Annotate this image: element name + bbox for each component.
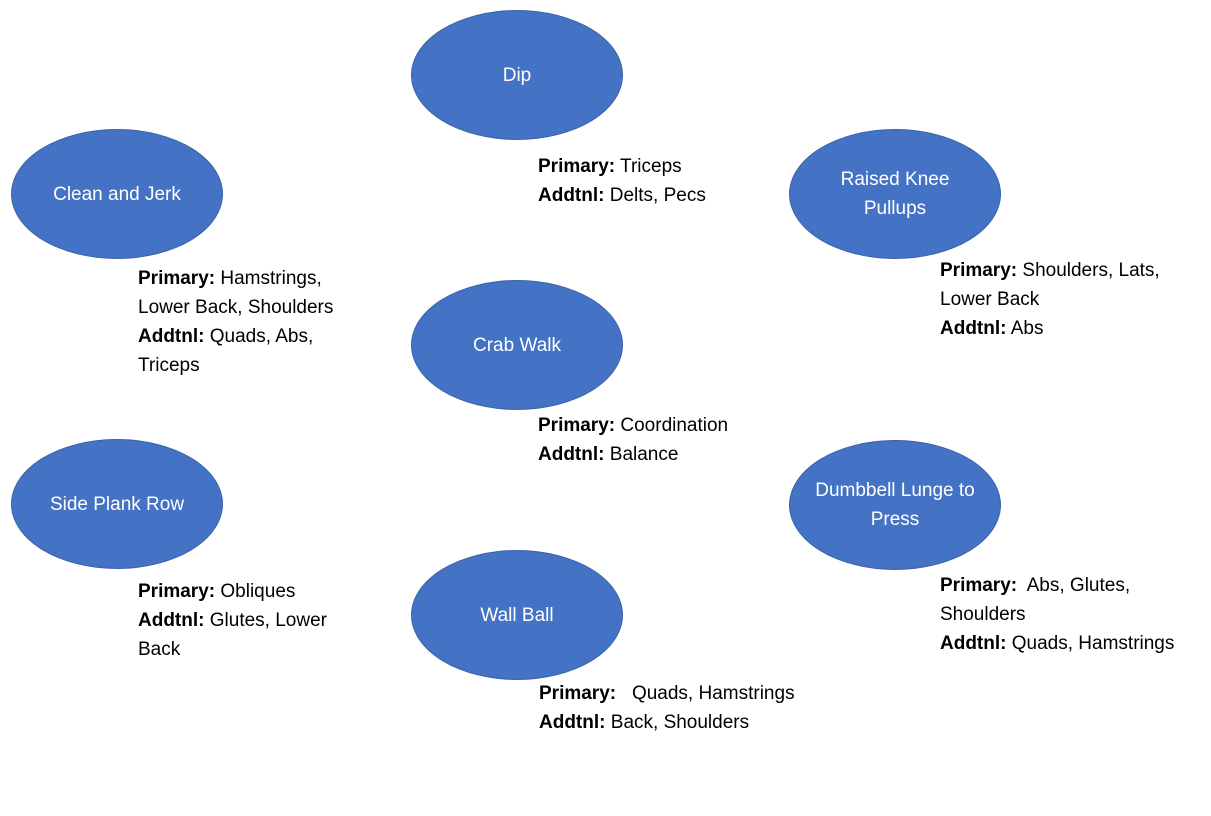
addtnl-label: Addtnl: (538, 185, 605, 206)
exercise-name: Dumbbell Lunge to Press (815, 480, 975, 530)
exercise-node-clean-and-jerk: Clean and Jerk (11, 129, 223, 259)
exercise-node-raised-knee-pullups: Raised Knee Pullups (789, 129, 1001, 259)
addtnl-line: Addtnl: Abs (940, 314, 1202, 343)
muscle-note-clean-and-jerk: Primary: Hamstrings, Lower Back, Shoulde… (138, 264, 370, 380)
exercise-name: Clean and Jerk (53, 183, 181, 205)
muscle-note-crab-walk: Primary: Coordination Addtnl: Balance (538, 411, 808, 469)
addtnl-muscles: Glutes, Lower Back (138, 610, 327, 660)
exercise-node-side-plank-row: Side Plank Row (11, 439, 223, 569)
primary-line: Primary: Coordination (538, 411, 808, 440)
addtnl-muscles: Quads, Hamstrings (1011, 633, 1175, 654)
addtnl-line: Addtnl: Quads, Hamstrings (940, 629, 1175, 658)
primary-label: Primary: (940, 575, 1018, 596)
addtnl-label: Addtnl: (138, 610, 205, 631)
exercise-node-wall-ball: Wall Ball (411, 550, 623, 680)
primary-line: Primary: Triceps (538, 152, 798, 181)
primary-label: Primary: (538, 156, 616, 177)
primary-muscles: Hamstrings, Lower Back, Shoulders (138, 268, 334, 318)
addtnl-line: Addtnl: Delts, Pecs (538, 181, 798, 210)
muscle-note-raised-knee-pullups: Primary: Shoulders, Lats, Lower Back Add… (940, 256, 1202, 343)
addtnl-muscles: Abs (1010, 318, 1044, 339)
primary-line: Primary: Shoulders, Lats, Lower Back (940, 256, 1202, 314)
addtnl-muscles: Balance (609, 444, 679, 465)
muscle-note-dumbbell-lunge-to-press: Primary: Abs, Glutes, Shoulders Addtnl: … (940, 571, 1175, 658)
addtnl-muscles: Back, Shoulders (610, 712, 750, 733)
addtnl-label: Addtnl: (538, 444, 605, 465)
addtnl-label: Addtnl: (539, 712, 606, 733)
muscle-note-wall-ball: Primary: Quads, Hamstrings Addtnl: Back,… (539, 679, 859, 737)
exercise-name: Dip (502, 64, 532, 86)
primary-muscles: Obliques (220, 581, 296, 602)
primary-muscles: Shoulders, Lats, Lower Back (940, 260, 1160, 310)
primary-line: Primary: Quads, Hamstrings (539, 679, 859, 708)
addtnl-line: Addtnl: Glutes, Lower Back (138, 606, 370, 664)
addtnl-label: Addtnl: (940, 633, 1007, 654)
exercise-name: Crab Walk (473, 334, 561, 356)
primary-line: Primary: Hamstrings, Lower Back, Shoulde… (138, 264, 370, 322)
addtnl-line: Addtnl: Balance (538, 440, 808, 469)
exercise-name: Raised Knee Pullups (840, 169, 950, 219)
primary-label: Primary: (138, 268, 216, 289)
exercise-name: Wall Ball (480, 604, 554, 626)
muscle-note-side-plank-row: Primary: Obliques Addtnl: Glutes, Lower … (138, 577, 370, 664)
primary-muscles: Triceps (620, 156, 682, 177)
exercise-name: Side Plank Row (49, 493, 185, 515)
exercise-node-crab-walk: Crab Walk (411, 280, 623, 410)
exercise-node-dumbbell-lunge-to-press: Dumbbell Lunge to Press (789, 440, 1001, 570)
addtnl-label: Addtnl: (940, 318, 1007, 339)
primary-label: Primary: (940, 260, 1018, 281)
addtnl-label: Addtnl: (138, 326, 205, 347)
exercise-node-dip: Dip (411, 10, 623, 140)
primary-line: Primary: Abs, Glutes, Shoulders (940, 571, 1175, 629)
addtnl-muscles: Quads, Abs, Triceps (138, 326, 314, 376)
addtnl-line: Addtnl: Back, Shoulders (539, 708, 859, 737)
primary-muscles: Quads, Hamstrings (631, 683, 795, 704)
primary-muscles: Abs, Glutes, Shoulders (940, 575, 1131, 625)
primary-label: Primary: (538, 415, 616, 436)
primary-muscles: Coordination (620, 415, 729, 436)
addtnl-muscles: Delts, Pecs (609, 185, 706, 206)
primary-label: Primary: (539, 683, 617, 704)
addtnl-line: Addtnl: Quads, Abs, Triceps (138, 322, 343, 380)
muscle-note-dip: Primary: Triceps Addtnl: Delts, Pecs (538, 152, 798, 210)
primary-label: Primary: (138, 581, 216, 602)
primary-line: Primary: Obliques (138, 577, 370, 606)
